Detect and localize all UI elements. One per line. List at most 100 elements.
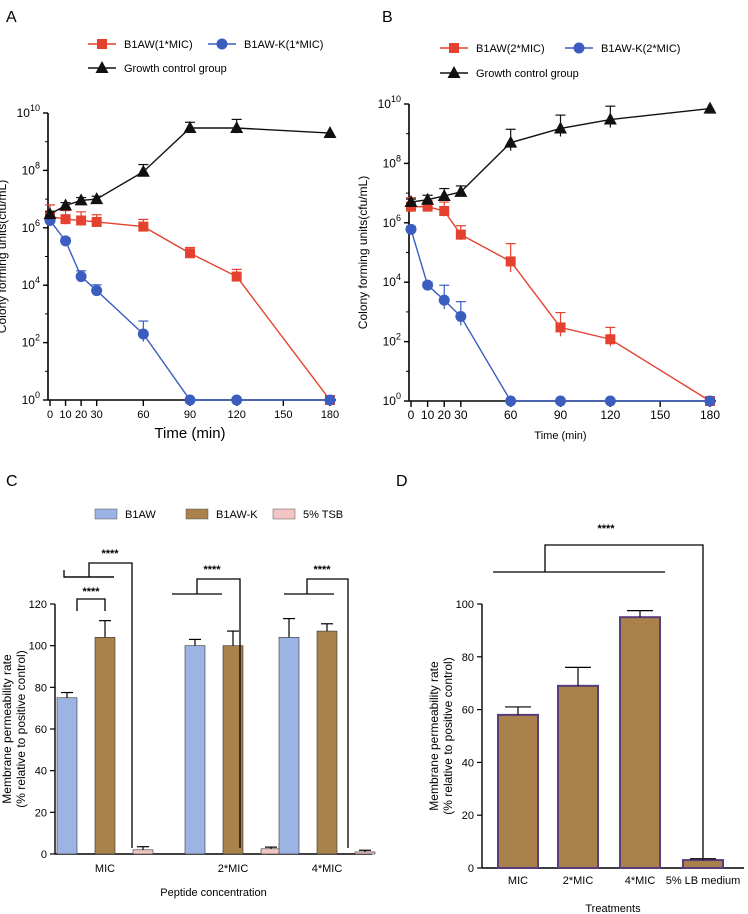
bar <box>94 637 116 855</box>
significance-label: **** <box>101 548 119 560</box>
y-tick-label: 102 <box>383 332 401 349</box>
data-point <box>185 248 195 259</box>
x-tick-label: MIC <box>95 863 115 875</box>
data-point <box>554 121 567 134</box>
significance-label: **** <box>82 586 100 598</box>
data-point <box>324 394 336 406</box>
panel-letter-c: C <box>6 473 18 490</box>
data-point <box>138 221 149 232</box>
bar <box>260 848 282 855</box>
data-point <box>90 192 104 205</box>
x-tick-label: 60 <box>504 408 518 422</box>
data-point <box>59 198 73 211</box>
y-axis-label: Membrane permeability rate <box>427 661 441 811</box>
data-point <box>91 216 102 227</box>
significance-label: **** <box>597 523 615 535</box>
x-tick-label: 4*MIC <box>625 875 656 887</box>
data-point <box>455 229 466 240</box>
data-point <box>137 328 149 340</box>
y-tick-label: 100 <box>383 391 401 408</box>
data-point <box>504 135 518 148</box>
legend-marker <box>216 38 228 50</box>
bar <box>497 713 539 869</box>
data-point <box>323 126 337 139</box>
x-tick-label: 4*MIC <box>312 863 343 875</box>
significance-bracket <box>306 578 349 848</box>
data-point <box>231 394 243 406</box>
data-point <box>405 223 417 235</box>
x-tick-label: 10 <box>421 408 435 422</box>
y-tick-label: 104 <box>383 272 401 289</box>
x-tick-label: 150 <box>274 409 292 421</box>
y-tick-label: 20 <box>462 810 474 822</box>
x-tick-label: 2*MIC <box>563 875 594 887</box>
y-tick-label: 40 <box>462 757 474 769</box>
y-tick-label: 108 <box>22 160 40 177</box>
legend-label: B1AW-K <box>216 509 258 521</box>
data-point <box>422 279 434 291</box>
y-axis-label: Colony forming units(cfu/mL) <box>356 176 370 329</box>
panel-d-chart: 0 20 40 60 80 100 Membrane permeability rate (%… <box>427 523 744 914</box>
legend-label: 5% TSB <box>303 509 343 521</box>
panel-letter-b: B <box>382 9 393 26</box>
y-tick-label: 106 <box>22 218 40 235</box>
x-tick-label: 90 <box>184 409 196 421</box>
data-point <box>703 101 717 114</box>
data-point <box>43 207 57 220</box>
panel-b-chart: 100 102 104 106 108 1010 0 10 20 30 60 90 120 150 180 T… <box>356 42 720 442</box>
legend-marker <box>573 42 585 54</box>
x-tick-label: 180 <box>321 409 339 421</box>
x-tick-label: 10 <box>59 409 71 421</box>
data-point <box>230 121 244 134</box>
y-tick-label: 1010 <box>17 103 40 120</box>
x-axis-label: Time (min) <box>154 425 225 442</box>
data-point <box>704 395 716 407</box>
data-point <box>421 192 435 205</box>
x-axis-label: Treatments <box>585 903 641 914</box>
data-point <box>439 205 450 216</box>
y-tick-label: 104 <box>22 275 40 292</box>
data-point <box>437 188 451 201</box>
x-tick-label: 0 <box>47 409 53 421</box>
data-point <box>75 271 87 283</box>
panel-letter-d: D <box>396 473 408 490</box>
legend-marker <box>447 66 461 78</box>
bar <box>619 616 661 870</box>
y-tick-label: 0 <box>41 849 47 861</box>
y-tick-label: 0 <box>468 863 474 875</box>
y-tick-label: 100 <box>29 641 47 653</box>
data-point <box>74 193 88 206</box>
y-tick-label: 120 <box>29 599 47 611</box>
data-point <box>231 271 242 282</box>
bar <box>278 637 300 855</box>
data-point <box>505 395 517 407</box>
y-axis-label-sub: (% relative to positive control) <box>441 657 455 814</box>
significance-bracket <box>88 562 133 848</box>
y-axis-label-sub: (% relative to positive control) <box>14 650 28 807</box>
bar <box>354 851 376 855</box>
data-point <box>603 112 617 125</box>
data-point <box>136 164 150 177</box>
legend-label: B1AW-K(1*MIC) <box>244 39 323 51</box>
significance-bracket <box>76 598 106 611</box>
bar <box>56 697 78 855</box>
legend-marker <box>95 61 109 73</box>
data-point <box>555 395 566 407</box>
panel-c-chart: 0 20 40 60 80 100 120 Membrane permeability rat… <box>0 508 376 899</box>
y-tick-label: 1010 <box>378 94 401 111</box>
data-point <box>60 235 72 247</box>
y-tick-label: 106 <box>383 213 401 230</box>
data-point <box>404 195 418 208</box>
data-point <box>505 256 516 267</box>
y-tick-label: 60 <box>35 724 47 736</box>
x-tick-label: 120 <box>600 408 620 422</box>
data-point <box>454 184 468 197</box>
y-tick-label: 80 <box>35 682 47 694</box>
x-tick-label: 5% LB medium <box>666 875 741 887</box>
y-axis-label: Membrane permeability rate <box>0 654 14 804</box>
x-tick-label: 0 <box>408 408 415 422</box>
data-point <box>455 311 467 323</box>
data-point <box>91 285 103 297</box>
x-tick-label: 90 <box>554 408 568 422</box>
x-axis-label: Time (min) <box>534 430 586 442</box>
